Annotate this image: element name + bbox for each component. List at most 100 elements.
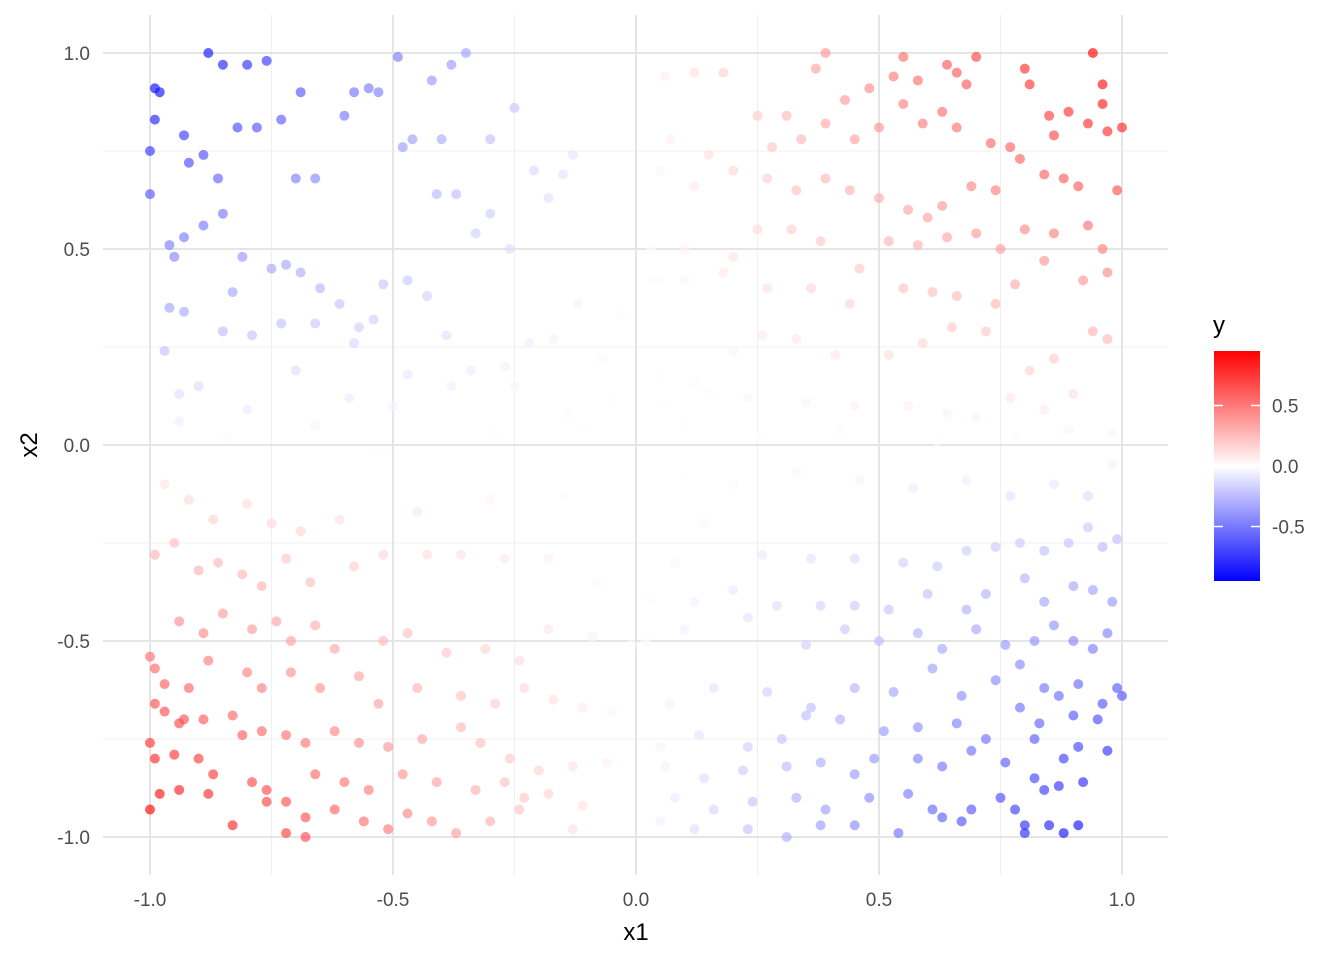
data-point: [995, 244, 1006, 254]
data-point: [694, 730, 705, 741]
data-point: [699, 518, 710, 529]
data-point: [363, 784, 374, 795]
data-point: [251, 122, 262, 133]
data-point: [1068, 581, 1079, 592]
data-point: [1107, 428, 1118, 439]
x-axis-ticks: -1.0 -0.5 0.0 0.5 1.0: [134, 890, 1136, 911]
data-point: [961, 475, 972, 486]
data-point: [1039, 596, 1050, 607]
y-tick-label: 0.0: [64, 436, 90, 457]
data-point: [849, 683, 860, 694]
data-point: [383, 741, 394, 752]
data-point: [917, 118, 928, 129]
data-point: [149, 753, 160, 764]
data-point: [645, 244, 656, 254]
data-point: [310, 620, 321, 631]
data-point: [942, 408, 953, 419]
data-point: [1087, 643, 1098, 654]
data-point: [426, 816, 437, 827]
data-point: [349, 338, 360, 349]
data-point: [626, 639, 637, 650]
data-point: [383, 824, 394, 835]
x-tick-label: 0.5: [866, 890, 892, 911]
data-point: [237, 569, 248, 580]
data-point: [752, 224, 763, 235]
data-point: [300, 737, 311, 748]
data-point: [276, 318, 287, 329]
data-point: [310, 318, 321, 329]
data-point: [708, 683, 719, 694]
data-point: [227, 287, 238, 298]
data-point: [718, 267, 729, 278]
data-point: [174, 416, 185, 427]
data-point: [499, 361, 510, 372]
data-point: [1010, 432, 1021, 443]
data-point: [912, 628, 923, 639]
data-point: [689, 377, 700, 388]
data-point: [762, 686, 773, 697]
data-point: [912, 75, 923, 86]
data-point: [912, 753, 923, 764]
data-point: [1073, 820, 1084, 831]
data-point: [159, 345, 170, 356]
data-point: [1000, 757, 1011, 768]
y-tick-label: -0.5: [57, 632, 90, 653]
data-point: [951, 67, 962, 78]
x-axis-title: x1: [623, 919, 648, 946]
data-point: [315, 683, 326, 694]
data-point: [796, 134, 807, 145]
data-point: [1063, 106, 1074, 117]
data-point: [485, 208, 496, 219]
data-point: [820, 804, 831, 815]
data-point: [353, 737, 364, 748]
data-point: [329, 804, 340, 815]
data-point: [169, 251, 180, 262]
colorbar-tick-label: 0.0: [1272, 457, 1298, 478]
data-point: [193, 381, 204, 392]
data-point: [1068, 636, 1079, 646]
data-point: [1044, 820, 1055, 831]
data-point: [242, 498, 253, 509]
data-point: [937, 761, 948, 772]
data-point: [587, 632, 598, 643]
data-point: [937, 812, 948, 823]
data-point: [281, 796, 292, 807]
data-point: [655, 369, 666, 380]
data-point: [179, 714, 190, 725]
data-point: [149, 549, 160, 560]
data-point: [417, 734, 428, 744]
data-point: [747, 796, 758, 807]
data-point: [1024, 79, 1035, 90]
data-point: [242, 667, 253, 678]
data-point: [159, 679, 170, 690]
data-point: [606, 392, 617, 403]
data-point: [679, 244, 690, 254]
data-point: [1034, 718, 1045, 729]
data-point: [961, 545, 972, 556]
data-point: [951, 718, 962, 729]
colorbar-ticks: -0.5 0.0 0.5: [1214, 396, 1305, 539]
data-point: [470, 228, 481, 239]
data-point: [310, 769, 321, 780]
data-point: [971, 624, 982, 635]
data-point: [669, 792, 680, 803]
data-point: [1078, 777, 1089, 788]
data-point: [820, 118, 831, 129]
data-point: [290, 365, 301, 376]
data-point: [708, 804, 719, 815]
data-point: [728, 479, 739, 490]
data-point: [543, 553, 554, 564]
data-points: [145, 48, 1127, 842]
data-point: [1005, 142, 1016, 153]
data-point: [849, 600, 860, 611]
data-point: [966, 181, 977, 192]
data-point: [281, 553, 292, 564]
data-point: [1039, 545, 1050, 556]
data-point: [572, 298, 583, 309]
data-point: [446, 381, 457, 392]
data-point: [378, 636, 389, 646]
data-point: [869, 753, 880, 764]
data-point: [1082, 118, 1093, 129]
data-point: [781, 761, 792, 772]
data-point: [490, 428, 501, 439]
